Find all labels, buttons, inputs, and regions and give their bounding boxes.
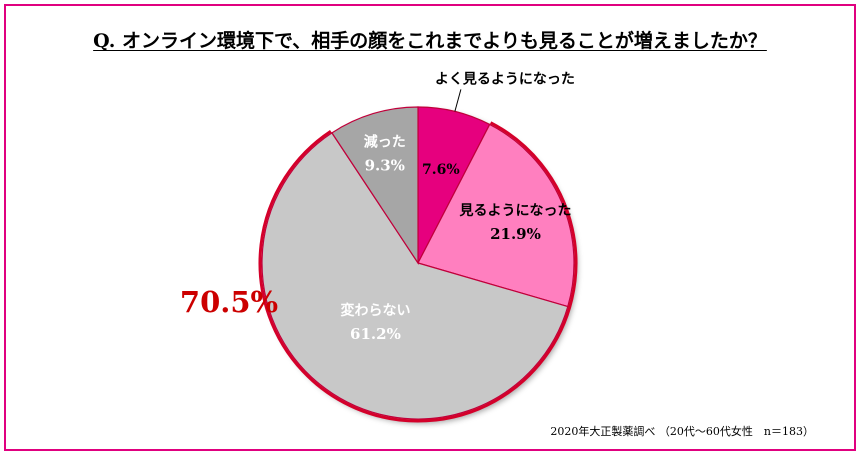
pie-slice-2 [417, 123, 575, 308]
pie-slices [261, 106, 575, 420]
pie-labels: 7.6% 見るようになった 21.9% 変わらない 61.2% 減った 9.3% よく見るよう… [340, 71, 574, 342]
leader-line [454, 89, 462, 112]
slice-value-3: 61.2% [350, 325, 401, 343]
slice-label-1: よく見るようになった [435, 71, 575, 87]
pie-slice-3 [261, 132, 569, 420]
slice-label-4: 減った [364, 133, 406, 150]
total-annotation: 70.5% [180, 285, 278, 319]
slice-value-1: 7.6% [422, 162, 460, 178]
highlight-arc [258, 121, 578, 423]
slice-value-4: 9.3% [365, 156, 405, 174]
chart-title: Q. オンライン環境下で、相手の顔をこれまでよりも見ることが増えましたか？ [93, 30, 767, 52]
slice-label-2: 見るようになった [458, 203, 571, 219]
source-note: 2020年大正製薬調べ （20代～60代女性 n＝183） [550, 425, 814, 438]
slice-label-3: 変わらない [340, 302, 410, 319]
slice-value-2: 21.9% [490, 225, 541, 243]
pie-slice-4 [331, 106, 419, 265]
